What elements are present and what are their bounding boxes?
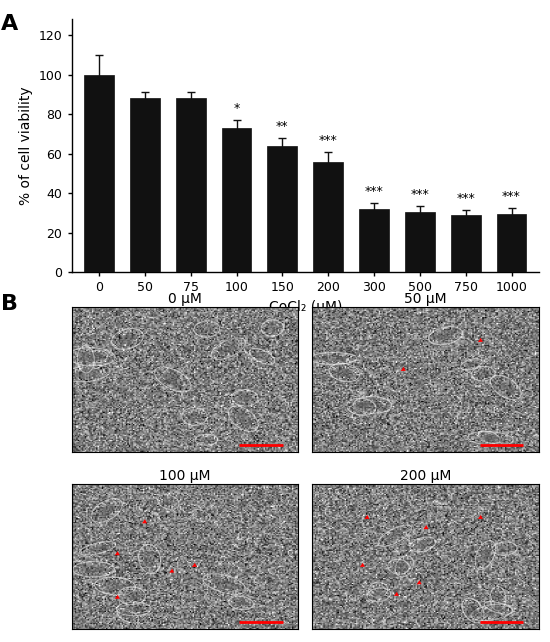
Ellipse shape — [163, 498, 174, 506]
Ellipse shape — [466, 361, 477, 367]
Bar — [176, 98, 206, 272]
Ellipse shape — [477, 370, 490, 377]
Ellipse shape — [219, 343, 238, 354]
Ellipse shape — [235, 600, 248, 607]
Ellipse shape — [400, 560, 409, 572]
Ellipse shape — [416, 541, 430, 548]
Ellipse shape — [79, 352, 104, 361]
Bar — [222, 128, 251, 272]
Ellipse shape — [201, 437, 212, 442]
Ellipse shape — [144, 551, 155, 567]
Bar — [314, 162, 343, 272]
Ellipse shape — [484, 434, 495, 440]
Y-axis label: % of cell viability: % of cell viability — [19, 87, 33, 205]
Ellipse shape — [337, 368, 353, 377]
Bar — [267, 146, 297, 272]
Ellipse shape — [498, 545, 511, 552]
Text: B: B — [1, 294, 18, 314]
Ellipse shape — [124, 591, 139, 600]
Ellipse shape — [98, 504, 115, 517]
Ellipse shape — [436, 331, 455, 340]
Ellipse shape — [188, 412, 201, 421]
Title: 0 μM: 0 μM — [168, 291, 202, 306]
Ellipse shape — [212, 578, 236, 589]
Ellipse shape — [256, 352, 269, 360]
Ellipse shape — [497, 381, 514, 394]
Ellipse shape — [82, 352, 90, 367]
Bar — [84, 74, 114, 272]
Text: *: * — [233, 102, 240, 115]
Ellipse shape — [373, 586, 383, 594]
Bar — [405, 212, 435, 272]
Bar — [451, 215, 481, 272]
Text: ***: *** — [410, 188, 429, 201]
Ellipse shape — [386, 530, 404, 541]
Ellipse shape — [163, 372, 183, 386]
Title: 100 μM: 100 μM — [159, 469, 211, 483]
Ellipse shape — [478, 435, 503, 442]
Text: ***: *** — [502, 190, 521, 204]
Ellipse shape — [196, 512, 205, 518]
Ellipse shape — [87, 545, 108, 552]
Text: **: ** — [276, 120, 289, 133]
Ellipse shape — [494, 592, 502, 605]
Ellipse shape — [75, 369, 100, 377]
Ellipse shape — [124, 605, 143, 612]
Text: ***: *** — [365, 186, 383, 198]
Ellipse shape — [393, 563, 404, 571]
Title: 200 μM: 200 μM — [400, 469, 451, 483]
Ellipse shape — [235, 412, 251, 426]
Text: ***: *** — [319, 134, 338, 147]
Bar — [497, 214, 526, 272]
Bar — [359, 209, 389, 272]
Text: A: A — [1, 14, 19, 34]
Ellipse shape — [373, 591, 385, 598]
Ellipse shape — [90, 354, 102, 360]
Ellipse shape — [468, 603, 478, 617]
Bar — [130, 98, 159, 272]
Ellipse shape — [481, 608, 503, 616]
Ellipse shape — [104, 581, 126, 591]
X-axis label: CoCl₂ (μM): CoCl₂ (μM) — [268, 300, 342, 314]
Title: 50 μM: 50 μM — [404, 291, 447, 306]
Ellipse shape — [200, 325, 213, 333]
Ellipse shape — [362, 401, 383, 410]
Text: ***: *** — [456, 192, 475, 205]
Ellipse shape — [82, 566, 105, 573]
Ellipse shape — [238, 394, 252, 403]
Ellipse shape — [354, 403, 369, 411]
Ellipse shape — [321, 356, 346, 361]
Ellipse shape — [123, 612, 134, 620]
Ellipse shape — [267, 324, 278, 333]
Ellipse shape — [491, 605, 506, 611]
Ellipse shape — [480, 547, 491, 563]
Ellipse shape — [119, 333, 136, 345]
